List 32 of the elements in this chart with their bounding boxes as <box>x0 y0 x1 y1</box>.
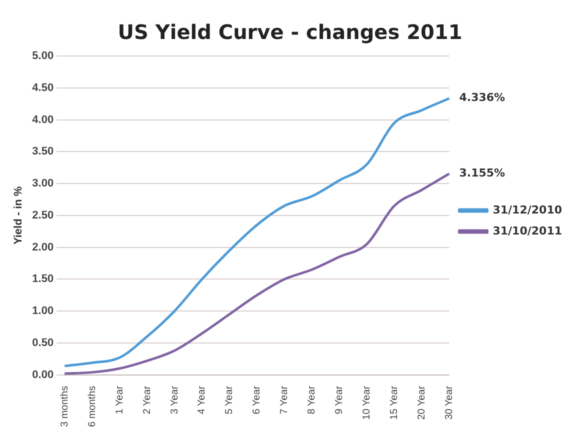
x-tick-label: 7 Year <box>279 385 290 414</box>
chart-title: US Yield Curve - changes 2011 <box>118 20 462 44</box>
y-tick-label: 0.00 <box>32 368 54 381</box>
x-tick-label: 9 Year <box>334 385 346 414</box>
y-tick-label: 0.50 <box>32 337 54 350</box>
x-tick-label: 3 months <box>59 386 70 428</box>
x-tick-label: 10 Year <box>362 385 373 420</box>
x-tick-label: 5 Year <box>224 385 236 414</box>
y-tick-label: 2.50 <box>32 209 54 222</box>
x-tick-label: 3 Year <box>169 385 180 414</box>
y-tick-label: 4.50 <box>32 82 54 94</box>
y-tick-label: 2.00 <box>32 241 54 254</box>
x-tick-label: 8 Year <box>306 385 318 414</box>
y-tick-label: 3.00 <box>32 178 54 190</box>
y-tick-label: 1.50 <box>32 273 54 286</box>
y-tick-label: 3.50 <box>32 146 54 158</box>
x-tick-label: 15 Year <box>389 385 400 420</box>
data-label: 3.155% <box>459 166 506 180</box>
y-axis-title: Yield - in % <box>12 186 25 245</box>
x-tick-label: 20 Year <box>416 385 428 420</box>
x-tick-label: 6 Year <box>252 385 263 414</box>
legend-label: 31/12/2010 <box>492 203 562 216</box>
y-tick-label: 5.00 <box>32 50 54 62</box>
x-tick-label: 30 Year <box>444 385 455 420</box>
x-tick-label: 1 Year <box>114 385 126 414</box>
y-tick-label: 1.00 <box>32 305 54 318</box>
x-tick-label: 2 Year <box>142 385 153 414</box>
x-tick-label: 6 months <box>86 386 98 428</box>
data-label: 4.336% <box>459 91 506 104</box>
x-tick-label: 4 Year <box>196 385 208 414</box>
y-tick-label: 4.00 <box>32 114 54 126</box>
legend-label: 31/10/2011 <box>492 224 562 238</box>
